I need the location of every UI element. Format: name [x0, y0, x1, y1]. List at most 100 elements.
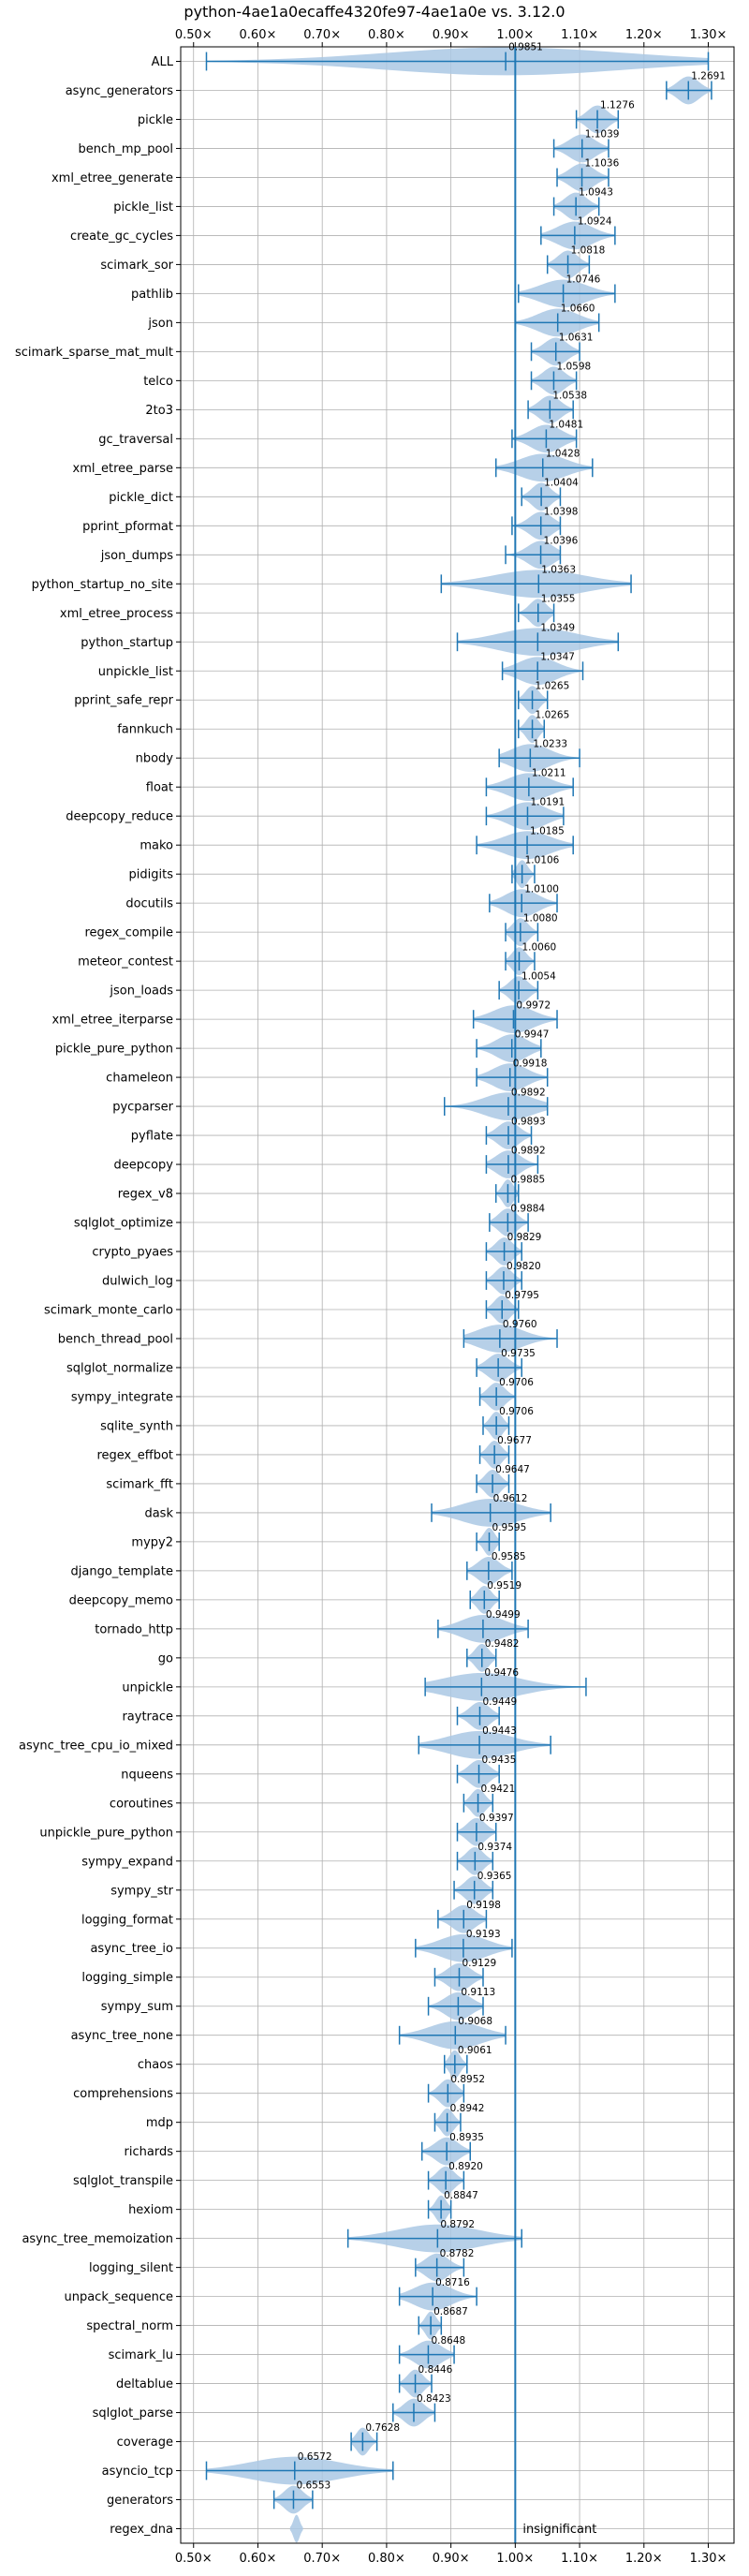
value-label: 1.0233	[533, 738, 567, 749]
benchmark-label: pathlib	[131, 288, 173, 302]
value-label: 0.8782	[440, 2248, 475, 2259]
value-label: 0.9972	[516, 999, 551, 1011]
value-label: 0.9820	[507, 1261, 541, 1272]
benchmark-label: pprint_pformat	[82, 520, 173, 534]
value-label: 0.9443	[482, 1725, 517, 1737]
value-label: 0.8920	[448, 2161, 483, 2172]
benchmark-label: dask	[144, 1506, 173, 1520]
benchmark-label: pycparser	[112, 1101, 173, 1115]
benchmark-label: raytrace	[122, 1710, 173, 1724]
benchmark-label: 2to3	[145, 404, 173, 418]
benchmark-label: logging_format	[81, 1913, 173, 1927]
value-label: 0.8446	[419, 2364, 453, 2376]
x-tick-label-bottom: 0.60×	[240, 2552, 277, 2566]
benchmark-label: scimark_sparse_mat_mult	[15, 346, 173, 360]
benchmark-label: generators	[107, 2494, 173, 2508]
value-label: 0.8942	[450, 2103, 485, 2114]
violin-body	[289, 2514, 303, 2543]
benchmark-label: async_tree_cpu_io_mixed	[19, 1739, 173, 1753]
benchmark-label: docutils	[125, 897, 173, 911]
value-label: 1.0363	[541, 565, 576, 576]
x-tick-label-top: 0.50×	[175, 28, 213, 42]
benchmark-label: regex_compile	[84, 926, 173, 940]
x-tick-label-top: 0.80×	[368, 28, 405, 42]
benchmark-label: sympy_sum	[101, 2000, 173, 2014]
benchmark-label: pprint_safe_repr	[74, 694, 173, 708]
value-label: 1.0924	[578, 216, 612, 228]
value-label: 0.8687	[433, 2306, 468, 2317]
benchmark-label: sympy_expand	[81, 1855, 173, 1869]
benchmark-label: scimark_fft	[106, 1477, 173, 1491]
value-label: 1.0943	[579, 187, 613, 199]
value-label: 0.9884	[510, 1203, 545, 1214]
value-label: 1.0191	[530, 796, 565, 807]
value-label: 0.9885	[510, 1174, 545, 1185]
benchmark-label: json_loads	[109, 985, 173, 999]
value-label: 1.0404	[544, 478, 579, 489]
value-label: 1.0398	[544, 507, 579, 518]
value-label: 1.0185	[530, 825, 565, 836]
plot-frame	[180, 46, 735, 2544]
x-tick-label-top: 0.90×	[433, 28, 470, 42]
benchmark-label: coverage	[117, 2435, 173, 2450]
stats-layer	[205, 47, 712, 2543]
benchmark-label: unpickle	[122, 1680, 173, 1695]
value-label: 0.9449	[482, 1696, 517, 1708]
value-label: 1.0080	[523, 912, 558, 924]
benchmark-label: sqlglot_transpile	[73, 2174, 173, 2188]
value-label: 0.9677	[497, 1435, 532, 1446]
benchmark-label: coroutines	[110, 1797, 173, 1811]
value-label: 0.9435	[482, 1754, 517, 1766]
benchmark-label: scimark_monte_carlo	[44, 1303, 173, 1317]
benchmark-label: xml_etree_iterparse	[51, 1014, 173, 1028]
benchmark-label: regex_effbot	[96, 1448, 173, 1462]
benchmark-label: unpickle_list	[98, 665, 173, 679]
benchmark-label: tornado_http	[95, 1622, 173, 1636]
benchmark-label: meteor_contest	[78, 955, 173, 970]
label-layer: 0.9851 1.2691 1.1276 1.1039 1.1036 1.0943 1.09…	[296, 42, 726, 2492]
value-label: 1.0481	[549, 420, 583, 431]
value-label: 1.1039	[585, 129, 620, 141]
benchmark-label: nqueens	[121, 1768, 173, 1782]
value-label: 0.9647	[495, 1464, 530, 1475]
benchmark-label: pickle_list	[113, 200, 173, 215]
benchmark-label: scimark_lu	[109, 2348, 173, 2362]
benchmark-label: mdp	[146, 2116, 173, 2130]
x-tick-label-bottom: 0.80×	[368, 2552, 405, 2566]
benchmark-label: fannkuch	[117, 723, 173, 737]
benchmark-label: logging_simple	[81, 1971, 173, 1985]
benchmark-label: regex_dna	[110, 2523, 173, 2537]
value-label: 0.9706	[499, 1377, 534, 1388]
insignificant-annotation: insignificant	[522, 2523, 596, 2537]
benchmark-label: go	[158, 1651, 173, 1666]
x-tick-label-bottom: 0.90×	[433, 2552, 470, 2566]
benchmark-label: json	[147, 317, 173, 331]
benchmark-label: python_startup	[81, 636, 173, 650]
value-label: 1.0538	[552, 391, 587, 402]
value-label: 1.0060	[521, 941, 556, 953]
benchmark-label: sqlglot_parse	[93, 2406, 173, 2421]
value-label: 0.9482	[485, 1638, 520, 1650]
x-tick-label-bottom: 0.50×	[175, 2552, 213, 2566]
value-label: 0.9061	[458, 2045, 492, 2056]
benchmark-label: bench_thread_pool	[58, 1332, 173, 1346]
value-label: 1.0355	[541, 593, 576, 604]
value-label: 0.9365	[477, 1871, 512, 1882]
value-label: 0.9499	[486, 1609, 521, 1621]
x-tick-label-bottom: 0.70×	[303, 2552, 341, 2566]
value-label: 1.0211	[532, 767, 566, 778]
value-label: 1.1036	[585, 158, 620, 170]
benchmark-label: async_generators	[66, 84, 174, 98]
benchmark-label: async_tree_io	[90, 1942, 173, 1956]
x-tick-label-bottom: 1.10×	[561, 2552, 598, 2566]
benchmark-label: comprehensions	[73, 2087, 173, 2101]
benchmark-label: pickle_pure_python	[55, 1043, 173, 1057]
value-label: 1.0631	[559, 333, 594, 344]
benchmark-label: sqlglot_optimize	[74, 1217, 173, 1231]
benchmark-label: gc_traversal	[98, 433, 173, 447]
x-tick-label-top: 0.60×	[240, 28, 277, 42]
axis-layer: 0.50× 0.50× 0.60× 0.60× 0.70× 0.70× 0.80× 0.80×…	[15, 28, 727, 2566]
value-label: 0.8423	[417, 2393, 451, 2405]
benchmark-label: deepcopy_memo	[69, 1593, 173, 1607]
